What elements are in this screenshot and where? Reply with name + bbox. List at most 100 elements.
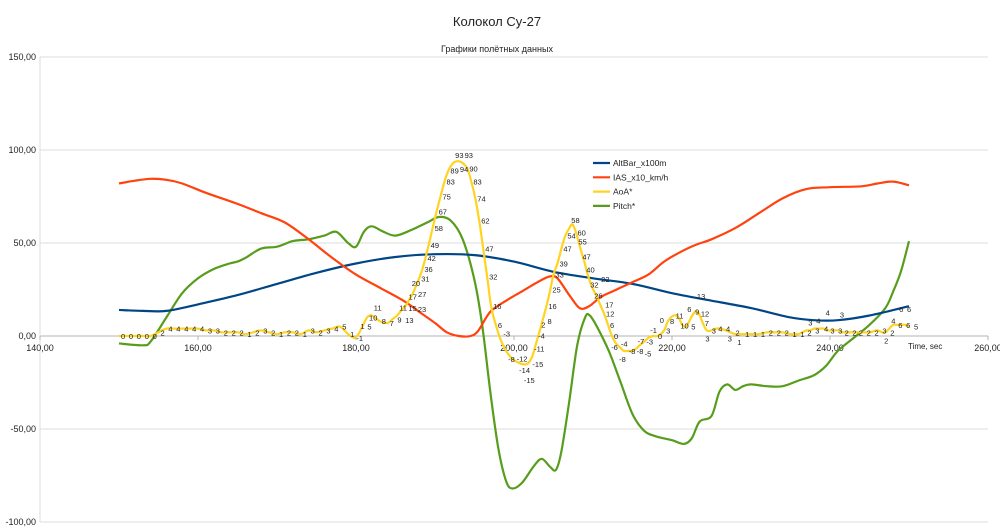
- data-label-aoa: 3: [263, 326, 267, 335]
- data-label-aoa: -7: [638, 337, 645, 346]
- data-label-aoa: 75: [443, 193, 451, 202]
- x-axis-tick-labels: 140,00 160,00 180,00 200,00 220,00 240,00 260,…: [26, 343, 1000, 353]
- series-lines: [118, 160, 911, 490]
- data-label-aoa: 2: [287, 328, 291, 337]
- x-axis-label: Time, sec: [908, 342, 942, 351]
- y-tick-label: -50,00: [10, 424, 36, 434]
- data-label-aoa: 6: [907, 305, 911, 314]
- data-label-aoa: 3: [326, 326, 330, 335]
- data-label-aoa: 3: [712, 326, 716, 335]
- data-label-aoa: 0: [137, 332, 141, 341]
- data-label-aoa: 2: [769, 328, 773, 337]
- data-label-aoa: 32: [489, 272, 497, 281]
- data-label-aoa: 5: [691, 323, 695, 332]
- data-label-aoa: 1: [793, 330, 797, 339]
- data-label-aoa: 2: [161, 328, 165, 337]
- data-label-aoa: 0: [121, 332, 125, 341]
- data-label-aoa: 13: [405, 316, 413, 325]
- data-label-aoa: 42: [428, 254, 436, 263]
- data-label-aoa: 32: [590, 280, 598, 289]
- data-label-aoa: -8: [619, 355, 626, 364]
- data-label-aoa: 47: [485, 245, 493, 254]
- data-label-aoa: 2: [541, 320, 545, 329]
- data-label-aoa: 2: [735, 328, 739, 337]
- data-label-aoa: 3: [311, 326, 315, 335]
- data-label-aoa: 3: [815, 326, 819, 335]
- y-tick-label: 0,00: [18, 331, 36, 341]
- data-label-aoa: -8: [637, 347, 644, 356]
- data-label-aoa: 7: [705, 319, 709, 328]
- data-label-aoa: 60: [577, 228, 585, 237]
- data-label-aoa: 4: [192, 325, 196, 334]
- data-label-aoa: 11: [374, 304, 382, 313]
- data-label-aoa: 12: [701, 310, 709, 319]
- data-label-aoa: 8: [547, 317, 551, 326]
- data-label-aoa: 94: [460, 165, 468, 174]
- data-label-aoa: 17: [409, 292, 417, 301]
- data-label-aoa: 39: [559, 259, 567, 268]
- x-tick-label: 140,00: [26, 343, 54, 353]
- data-label-aoa: 16: [548, 302, 556, 311]
- data-label-aoa: 67: [439, 207, 447, 216]
- data-label-aoa: 90: [469, 165, 477, 174]
- gridlines: [39, 56, 989, 523]
- legend: AltBar_x100m IAS_x10_km/h AoA* Pitch*: [593, 158, 669, 211]
- data-label-aoa: 49: [431, 241, 439, 250]
- data-label-aoa: 36: [424, 265, 432, 274]
- data-label-aoa: 6: [899, 305, 903, 314]
- data-label-aoa: 5: [367, 323, 371, 332]
- chart-title: Колокол Су-27: [453, 14, 541, 29]
- data-label-aoa: -3: [503, 330, 510, 339]
- x-tick-label: 240,00: [816, 343, 844, 353]
- series-line-altbar-x100m: [118, 252, 910, 322]
- data-label-aoa: -3: [646, 338, 653, 347]
- data-label-aoa: 55: [578, 238, 586, 247]
- data-label-aoa: 4: [334, 325, 338, 334]
- x-tick-label: 260,00: [974, 343, 1000, 353]
- data-label-aoa: 4: [891, 317, 895, 326]
- data-label-aoa: 3: [216, 326, 220, 335]
- data-label-aoa: 1: [753, 330, 757, 339]
- data-label-aoa: 7: [390, 319, 394, 328]
- data-label-aoa: 83: [446, 178, 454, 187]
- data-label-aoa: -8: [629, 347, 636, 356]
- data-label-aoa: 27: [418, 290, 426, 299]
- data-label-aoa: 4: [168, 325, 172, 334]
- data-label-aoa: 12: [606, 310, 614, 319]
- data-label-aoa: 89: [450, 166, 458, 175]
- x-tick-label: 180,00: [342, 343, 370, 353]
- data-label-aoa: 2: [807, 328, 811, 337]
- data-label-aoa: 1: [761, 330, 765, 339]
- data-label-aoa: -8: [508, 355, 515, 364]
- data-label-aoa: 2: [271, 328, 275, 337]
- data-label-aoa: 0: [145, 332, 149, 341]
- y-tick-label: 50,00: [13, 238, 36, 248]
- data-label-aoa: -6: [611, 343, 618, 352]
- y-tick-label: 150,00: [8, 52, 36, 62]
- data-label-aoa: 2: [875, 328, 879, 337]
- data-label-aoa: 3: [808, 318, 812, 327]
- data-label-aoa: 2: [884, 336, 888, 345]
- data-label-aoa: 2: [845, 328, 849, 337]
- y-axis-tick-labels: 150,00 100,00 50,00 0,00 -50,00 -100,00: [5, 52, 36, 527]
- data-label-aoa: 15: [408, 304, 416, 313]
- data-label-aoa: 93: [455, 151, 463, 160]
- legend-entry: AoA*: [613, 187, 633, 197]
- data-label-aoa: 4: [200, 325, 204, 334]
- chart-subtitle: Графики полётных данных: [441, 44, 553, 54]
- data-label-aoa: 11: [399, 304, 407, 313]
- data-label-aoa: -11: [534, 344, 544, 353]
- data-label-aoa: 1: [737, 338, 741, 347]
- data-label-aoa: 2: [785, 328, 789, 337]
- data-label-aoa: -1: [356, 334, 363, 343]
- data-label-aoa: 2: [295, 328, 299, 337]
- y-tick-label: 100,00: [8, 145, 36, 155]
- data-label-aoa: 1: [360, 322, 364, 331]
- series-line-ias-x10-km-h: [118, 177, 910, 338]
- data-label-aoa: 40: [586, 266, 594, 275]
- data-label-aoa: 4: [176, 325, 180, 334]
- data-label-aoa: 2: [232, 328, 236, 337]
- data-label-aoa: 9: [397, 315, 401, 324]
- data-label-aoa: 0: [614, 332, 618, 341]
